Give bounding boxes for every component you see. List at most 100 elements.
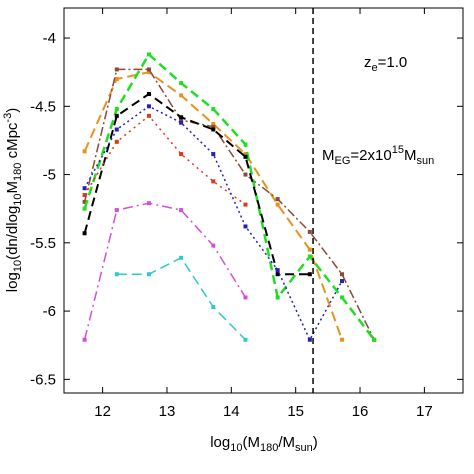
x-axis-label-pre: log [210,434,230,451]
data-point [243,142,248,147]
data-point [275,295,280,300]
y-axis-label-sub3: 180 [12,163,24,181]
data-point [179,255,184,260]
data-point [82,186,87,191]
y-tick-label: -4.5 [30,98,56,115]
series-line-6 [83,105,343,342]
redshift-annotation: ze=1.0 [364,54,407,74]
y-axis-label-mid3: cMpc [4,122,21,163]
x-axis-label-sub2: 180 [260,442,278,454]
x-axis-label: log10(M180/Msun) [210,434,318,454]
data-point [211,127,216,132]
data-point [146,272,151,277]
data-point [275,202,280,207]
series-line-8 [116,256,247,341]
threshold-annotation-mid2: M [404,147,417,164]
data-point [211,107,216,112]
x-tick-label: 12 [94,403,111,420]
data-point [307,254,312,259]
threshold-annotation: MEG=2x1015Msun [322,144,434,167]
x-axis-label-sub1: 10 [230,442,242,454]
y-axis-label: log10(dn/dlog10M180 cMpc-3) [2,108,24,292]
data-point [243,202,248,207]
x-tick-label: 16 [352,403,369,420]
redshift-annotation-pre: z [364,54,372,71]
data-point [243,152,248,157]
y-axis-label-sub1: 10 [12,260,24,272]
data-point [146,104,151,109]
data-point [211,243,216,248]
y-tick-label: -6.5 [30,371,56,388]
data-point [82,337,87,342]
data-point [114,76,119,81]
data-point [340,337,345,342]
data-point [243,224,248,229]
x-tick-label: 15 [287,403,304,420]
series-line-5 [83,114,246,206]
y-axis-label-mid2: M [4,181,21,194]
data-point [114,113,119,118]
threshold-annotation-sup: 15 [392,144,404,156]
y-axis-label-sup: -3 [2,113,14,123]
data-point [275,272,280,277]
y-axis-label-post: ) [4,108,21,113]
series-line-2 [83,68,375,341]
data-point [114,272,119,277]
data-point [307,337,312,342]
data-point [275,268,280,273]
data-point [179,152,184,157]
data-point [114,107,119,112]
redshift-annotation-sub: e [372,62,378,74]
x-axis-label-mid2: /M [278,434,295,451]
x-axis-label-post: ) [313,434,318,451]
y-axis-label-sub2: 10 [12,193,24,205]
data-point [307,247,312,252]
data-point [146,201,151,206]
data-point [82,199,87,204]
data-point [340,279,345,284]
data-point [179,81,184,86]
threshold-annotation-sub1: EG [335,155,351,167]
data-point [82,206,87,211]
data-point [114,139,119,144]
data-point [307,229,312,234]
y-axis-label-pre: log [4,272,21,292]
data-point [114,67,119,72]
data-point [211,152,216,157]
data-point [275,197,280,202]
series-line-7 [83,202,247,340]
data-point [179,120,184,125]
y-tick-label: -5 [43,167,56,184]
data-point [340,272,345,277]
data-point [243,154,248,159]
data-point [82,193,87,198]
y-tick-label: -4 [43,30,56,47]
series-line-1 [83,71,343,341]
data-point [146,92,151,97]
x-tick-label: 14 [223,403,240,420]
x-axis-label-sub3: sun [295,442,313,454]
data-point [82,231,87,236]
y-tick-label: -6 [43,303,56,320]
data-point [211,304,216,309]
data-point [211,122,216,127]
data-point [211,179,216,184]
plot-frame [63,7,464,394]
threshold-annotation-pre: M [322,147,335,164]
x-tick-label: 17 [416,403,433,420]
data-point [146,52,151,57]
data-point [179,208,184,213]
data-point [146,70,151,75]
series-line-4 [83,92,310,276]
data-point [179,117,184,122]
data-point [243,295,248,300]
x-axis-label-mid: (M [243,434,261,451]
axis-ticks: 12 13 14 15 16 17 -6.5 -6 -5.5 -5 -4.5 -4 [30,8,463,420]
data-point [340,295,345,300]
x-tick-label: 13 [159,403,176,420]
data-point [243,172,248,177]
data-point [82,149,87,154]
data-point [179,115,184,120]
data-point [179,93,184,98]
series-layer [82,52,377,342]
